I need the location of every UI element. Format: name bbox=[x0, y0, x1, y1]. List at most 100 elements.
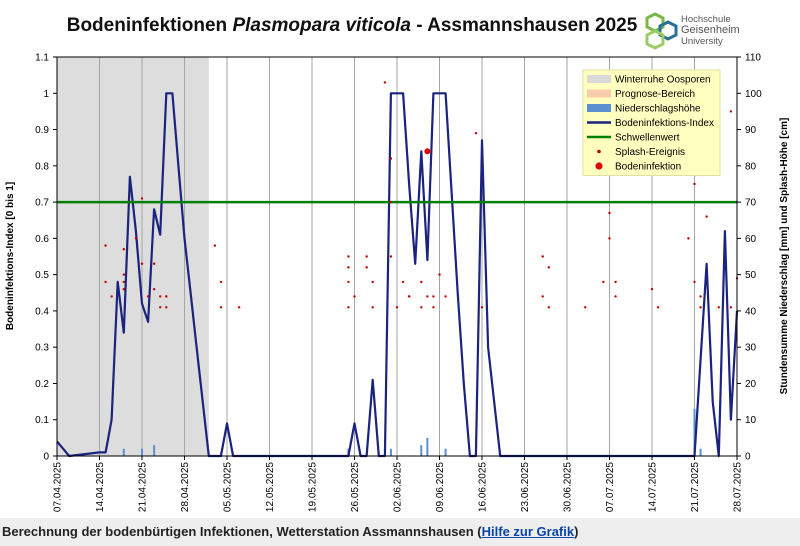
y2-axis-label: Stundensumme Niederschlag [mm] und Splas… bbox=[779, 118, 790, 395]
footer: Berechnung der bodenbürtigen Infektionen… bbox=[0, 518, 800, 546]
y-tick-label: 0.3 bbox=[35, 343, 49, 354]
footer-text: Berechnung der bodenbürtigen Infektionen… bbox=[2, 524, 482, 539]
point bbox=[438, 273, 441, 276]
x-tick-label: 07.04.2025 bbox=[53, 462, 64, 512]
chart: Bodeninfektionen Plasmopara viticola - A… bbox=[5, 12, 790, 512]
y-tick-label: 0.9 bbox=[35, 125, 49, 136]
point bbox=[152, 287, 156, 291]
logo: Hochschule Geisenheim University bbox=[645, 12, 740, 50]
x-tick-label: 28.04.2025 bbox=[180, 462, 191, 512]
point bbox=[480, 306, 484, 309]
legend-label: Bodeninfektions-Index bbox=[615, 118, 714, 129]
y2-tick-label: 70 bbox=[745, 198, 757, 209]
y2-tick-label: 80 bbox=[745, 161, 757, 172]
y-tick-label: 0.5 bbox=[35, 270, 49, 281]
point bbox=[608, 237, 611, 240]
point bbox=[432, 306, 435, 309]
point bbox=[383, 81, 387, 84]
legend-swatch bbox=[595, 162, 603, 170]
y2-tick-label: 30 bbox=[745, 343, 757, 354]
point bbox=[729, 306, 733, 309]
legend-label: Bodeninfektion bbox=[615, 162, 681, 173]
point bbox=[110, 295, 113, 298]
point bbox=[717, 306, 720, 309]
point bbox=[699, 295, 702, 298]
plot-border bbox=[56, 56, 738, 457]
legend-swatch bbox=[597, 149, 601, 154]
logo-text: Geisenheim bbox=[681, 24, 740, 36]
point bbox=[347, 280, 350, 284]
logo-hex bbox=[658, 20, 678, 41]
y-tick-label: 1.1 bbox=[35, 53, 49, 64]
point bbox=[401, 280, 405, 284]
x-tick-label: 28.07.2025 bbox=[733, 462, 744, 512]
point bbox=[371, 306, 374, 309]
point bbox=[152, 262, 156, 265]
point bbox=[237, 306, 241, 309]
point bbox=[389, 255, 393, 258]
bar bbox=[420, 445, 423, 456]
point bbox=[219, 306, 223, 309]
point bbox=[104, 244, 107, 247]
point bbox=[134, 237, 138, 240]
point bbox=[165, 295, 168, 298]
legend-label: Schwellenwert bbox=[615, 133, 680, 144]
point bbox=[444, 295, 447, 298]
point bbox=[122, 273, 125, 276]
point bbox=[159, 295, 162, 298]
logo-text: University bbox=[681, 36, 723, 47]
y2-tick-label: 20 bbox=[745, 379, 757, 390]
x-tick-label: 07.07.2025 bbox=[605, 462, 616, 512]
point bbox=[541, 255, 544, 258]
y-tick-label: 0.2 bbox=[35, 379, 49, 390]
point bbox=[424, 148, 431, 155]
x-tick-label: 26.05.2025 bbox=[350, 462, 361, 512]
point bbox=[122, 287, 125, 291]
point bbox=[389, 200, 393, 204]
y2-tick-label: 40 bbox=[745, 306, 757, 317]
point bbox=[705, 215, 708, 218]
point bbox=[104, 280, 107, 284]
point bbox=[140, 262, 144, 265]
y-tick-label: 0.4 bbox=[35, 306, 49, 317]
point bbox=[389, 157, 393, 160]
x-tick-label: 05.05.2025 bbox=[223, 462, 234, 512]
x-tick-label: 16.06.2025 bbox=[478, 462, 489, 512]
y2-tick-label: 110 bbox=[745, 53, 761, 64]
point bbox=[729, 110, 733, 113]
x-tick-label: 23.06.2025 bbox=[520, 462, 531, 512]
point bbox=[140, 197, 144, 200]
point bbox=[602, 280, 605, 284]
y-tick-label: 0.7 bbox=[35, 198, 49, 209]
legend-label: Niederschlagshöhe bbox=[615, 104, 701, 115]
point bbox=[213, 244, 217, 247]
legend: Winterruhe Oosporen Prognose-Bereich Niede… bbox=[582, 69, 721, 176]
point bbox=[122, 248, 125, 251]
point bbox=[699, 306, 702, 309]
point bbox=[365, 255, 368, 258]
x-tick-label: 09.06.2025 bbox=[435, 462, 446, 512]
point bbox=[541, 295, 544, 298]
bar bbox=[141, 448, 143, 456]
point bbox=[584, 306, 587, 309]
y-tick-label: 0.1 bbox=[35, 415, 49, 426]
logo-text: Hochschule bbox=[681, 14, 731, 25]
point bbox=[474, 131, 478, 135]
point bbox=[687, 237, 690, 240]
point bbox=[407, 295, 411, 298]
point bbox=[165, 306, 168, 309]
point bbox=[420, 306, 423, 309]
point bbox=[432, 295, 435, 298]
point bbox=[371, 280, 374, 284]
x-tick-label: 14.07.2025 bbox=[648, 462, 659, 512]
point bbox=[693, 182, 696, 186]
point bbox=[426, 295, 429, 298]
legend-label: Prognose-Bereich bbox=[615, 89, 695, 100]
bar bbox=[444, 448, 447, 456]
help-link[interactable]: Hilfe zur Grafik bbox=[481, 524, 575, 539]
legend-swatch bbox=[587, 89, 611, 98]
legend-swatch bbox=[587, 104, 611, 112]
y2-tick-label: 10 bbox=[745, 415, 757, 426]
point bbox=[614, 295, 617, 298]
